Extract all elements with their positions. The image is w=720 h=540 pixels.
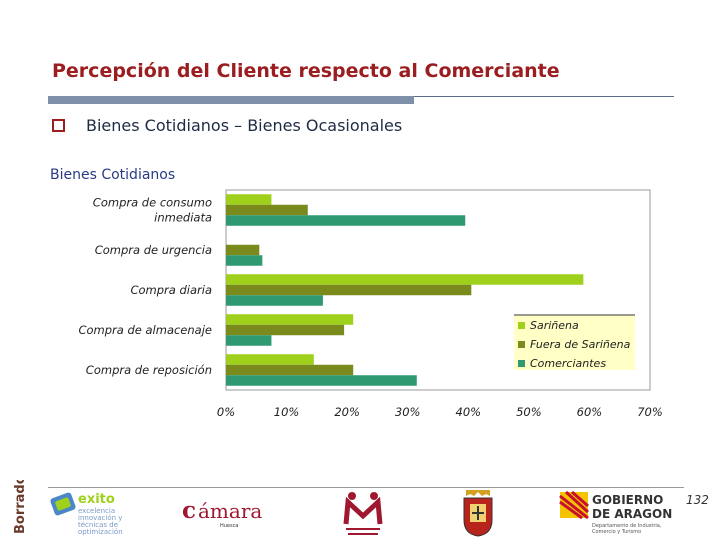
- svg-text:optimización: optimización: [78, 528, 123, 536]
- legend-swatch: [518, 341, 525, 348]
- legend-box: [514, 315, 635, 370]
- legend-label: Comerciantes: [530, 357, 606, 370]
- x-tick-label: 40%: [456, 405, 482, 419]
- bar-5-3: [226, 375, 417, 386]
- svg-text:ámara: ámara: [198, 499, 262, 523]
- chart-title: Bienes Cotidianos: [50, 167, 176, 183]
- title-rule: [414, 96, 674, 97]
- svg-text:Borrador: Borrador: [13, 480, 28, 534]
- page-number: 132: [686, 493, 709, 507]
- legend-label: Fuera de Sariñena: [530, 338, 631, 351]
- x-tick-label: 60%: [577, 405, 603, 419]
- bar-3-3: [226, 295, 323, 306]
- svg-text:c: c: [182, 497, 196, 524]
- svg-text:DE ARAGON: DE ARAGON: [592, 507, 672, 521]
- svg-text:excelencia: excelencia: [78, 507, 115, 515]
- bar-2-2: [226, 244, 260, 256]
- x-tick-label: 70%: [637, 405, 663, 419]
- legend-swatch: [518, 322, 525, 329]
- bar-chart: Compra de consumo inmediata Compra de urge…: [78, 189, 663, 419]
- svg-text:Huesca: Huesca: [220, 523, 238, 529]
- footer-rule: [48, 487, 684, 488]
- bar-5-1: [226, 354, 314, 365]
- gobierno-aragon-logo: GOBIERNO DE ARAGON Departamento de Indus…: [559, 490, 672, 535]
- title-accent-bar: [48, 96, 414, 104]
- svg-text:exito: exito: [78, 492, 115, 507]
- svg-text:GOBIERNO: GOBIERNO: [592, 493, 663, 507]
- bullet-text: Bienes Cotidianos – Bienes Ocasionales: [86, 116, 403, 135]
- legend-swatch: [518, 360, 525, 367]
- bar-2-3: [226, 255, 263, 266]
- bar-4-3: [226, 335, 272, 346]
- bar-5-2: [226, 364, 354, 376]
- bar-3-2: [226, 284, 472, 296]
- x-tick-label: 20%: [334, 405, 360, 419]
- bar-4-2: [226, 324, 345, 336]
- bar-1-3: [226, 215, 466, 226]
- x-tick-label: 30%: [395, 405, 421, 419]
- slide-title: Percepción del Cliente respecto al Comer…: [52, 60, 560, 82]
- svg-text:Departamento de Industria,: Departamento de Industria,: [592, 523, 662, 529]
- exito-logo: exito excelencia innovación y técnicas d…: [50, 492, 123, 536]
- mujer-logo: [343, 492, 383, 535]
- svg-text:técnicas de: técnicas de: [78, 521, 118, 529]
- category-label: Compra diaria: [130, 283, 212, 297]
- bullet-square-icon: [52, 119, 65, 132]
- x-tick-label: 50%: [516, 405, 542, 419]
- legend-label: Sariñena: [530, 319, 579, 332]
- x-tick-label: 10%: [274, 405, 300, 419]
- category-label: Compra de almacenaje: [78, 323, 212, 337]
- bar-1-2: [226, 204, 308, 216]
- svg-text:Comercio y Turismo: Comercio y Turismo: [592, 529, 641, 535]
- borrador-watermark: Borrador: [13, 480, 28, 534]
- category-label: Compra de reposición: [86, 363, 212, 377]
- bar-1-1: [226, 194, 272, 205]
- bar-4-1: [226, 314, 354, 325]
- svg-text:innovación y: innovación y: [78, 514, 122, 522]
- camara-logo: c ámara Huesca: [182, 497, 262, 529]
- category-label: Compra de consumo inmediata: [93, 196, 212, 225]
- bar-3-1: [226, 274, 584, 285]
- x-tick-label: 0%: [217, 405, 235, 419]
- category-label: Compra de urgencia: [95, 243, 212, 257]
- coat-of-arms-icon: [463, 490, 493, 537]
